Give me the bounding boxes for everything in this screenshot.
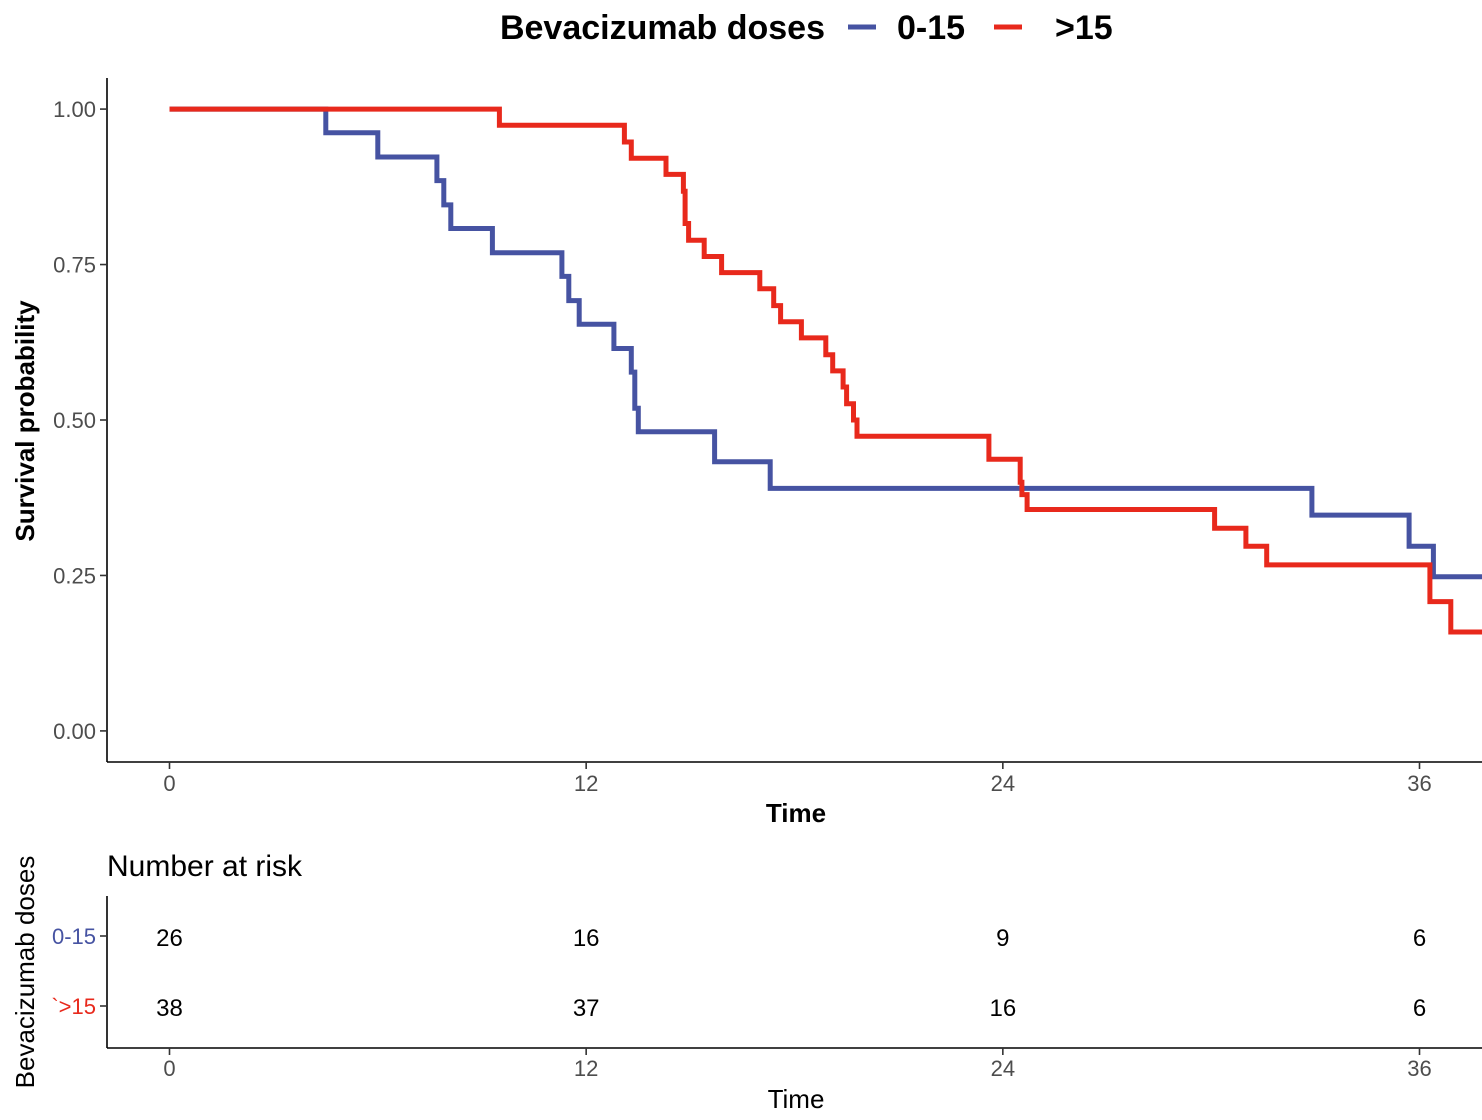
y-tick-label: 0.75 (53, 253, 96, 278)
x-tick-label: 0 (163, 771, 175, 796)
risk-x-tick-label: 24 (991, 1056, 1015, 1081)
risk-x-tick-label: 0 (163, 1056, 175, 1081)
risk-row-label: 0-15 (52, 924, 96, 949)
survival-plot: 0.00 0.25 0.50 0.75 1.00 0 12 24 36 Time Surviv… (10, 78, 1482, 828)
risk-y-axis-title: Bevacizumab doses (10, 856, 40, 1089)
y-axis-title: Survival probability (10, 300, 40, 542)
x-ticks: 0 12 24 36 (163, 762, 1431, 796)
risk-x-ticks: 0 12 24 36 (163, 1048, 1431, 1081)
risk-cell: 38 (156, 995, 183, 1022)
x-tick-label: 24 (991, 771, 1015, 796)
risk-cell: 16 (989, 995, 1016, 1022)
risk-table: Number at risk 0-15 26 16 9 6 `>15 38 37 16 6 0 12… (10, 850, 1482, 1114)
y-tick-label: 0.00 (53, 719, 96, 744)
risk-table-title: Number at risk (107, 850, 303, 883)
risk-row-label: `>15 (51, 994, 96, 1019)
risk-x-tick-label: 36 (1407, 1056, 1431, 1081)
legend-label-high-dose: >15 (1055, 9, 1113, 47)
legend-label-low-dose: 0-15 (897, 9, 965, 47)
series-lines (170, 109, 1482, 632)
series-line-high-dose (170, 109, 1482, 632)
y-tick-label: 0.25 (53, 563, 96, 588)
y-ticks: 0.00 0.25 0.50 0.75 1.00 (53, 97, 107, 744)
risk-cell: 26 (156, 925, 183, 952)
risk-x-axis-title: Time (768, 1084, 825, 1114)
y-tick-label: 1.00 (53, 97, 96, 122)
x-axis-title: Time (766, 798, 826, 828)
x-tick-label: 36 (1407, 771, 1431, 796)
risk-cell: 16 (573, 925, 600, 952)
risk-cell: 37 (573, 995, 600, 1022)
x-tick-label: 12 (574, 771, 598, 796)
risk-x-tick-label: 12 (574, 1056, 598, 1081)
legend: Bevacizumab doses 0-15 >15 (500, 9, 1113, 47)
risk-cell: 6 (1413, 925, 1426, 952)
risk-cell: 6 (1413, 995, 1426, 1022)
legend-items: 0-15 >15 (848, 9, 1113, 47)
legend-title: Bevacizumab doses (500, 9, 825, 47)
risk-rows: 0-15 26 16 9 6 `>15 38 37 16 6 (51, 924, 1426, 1022)
y-tick-label: 0.50 (53, 408, 96, 433)
risk-cell: 9 (996, 925, 1009, 952)
